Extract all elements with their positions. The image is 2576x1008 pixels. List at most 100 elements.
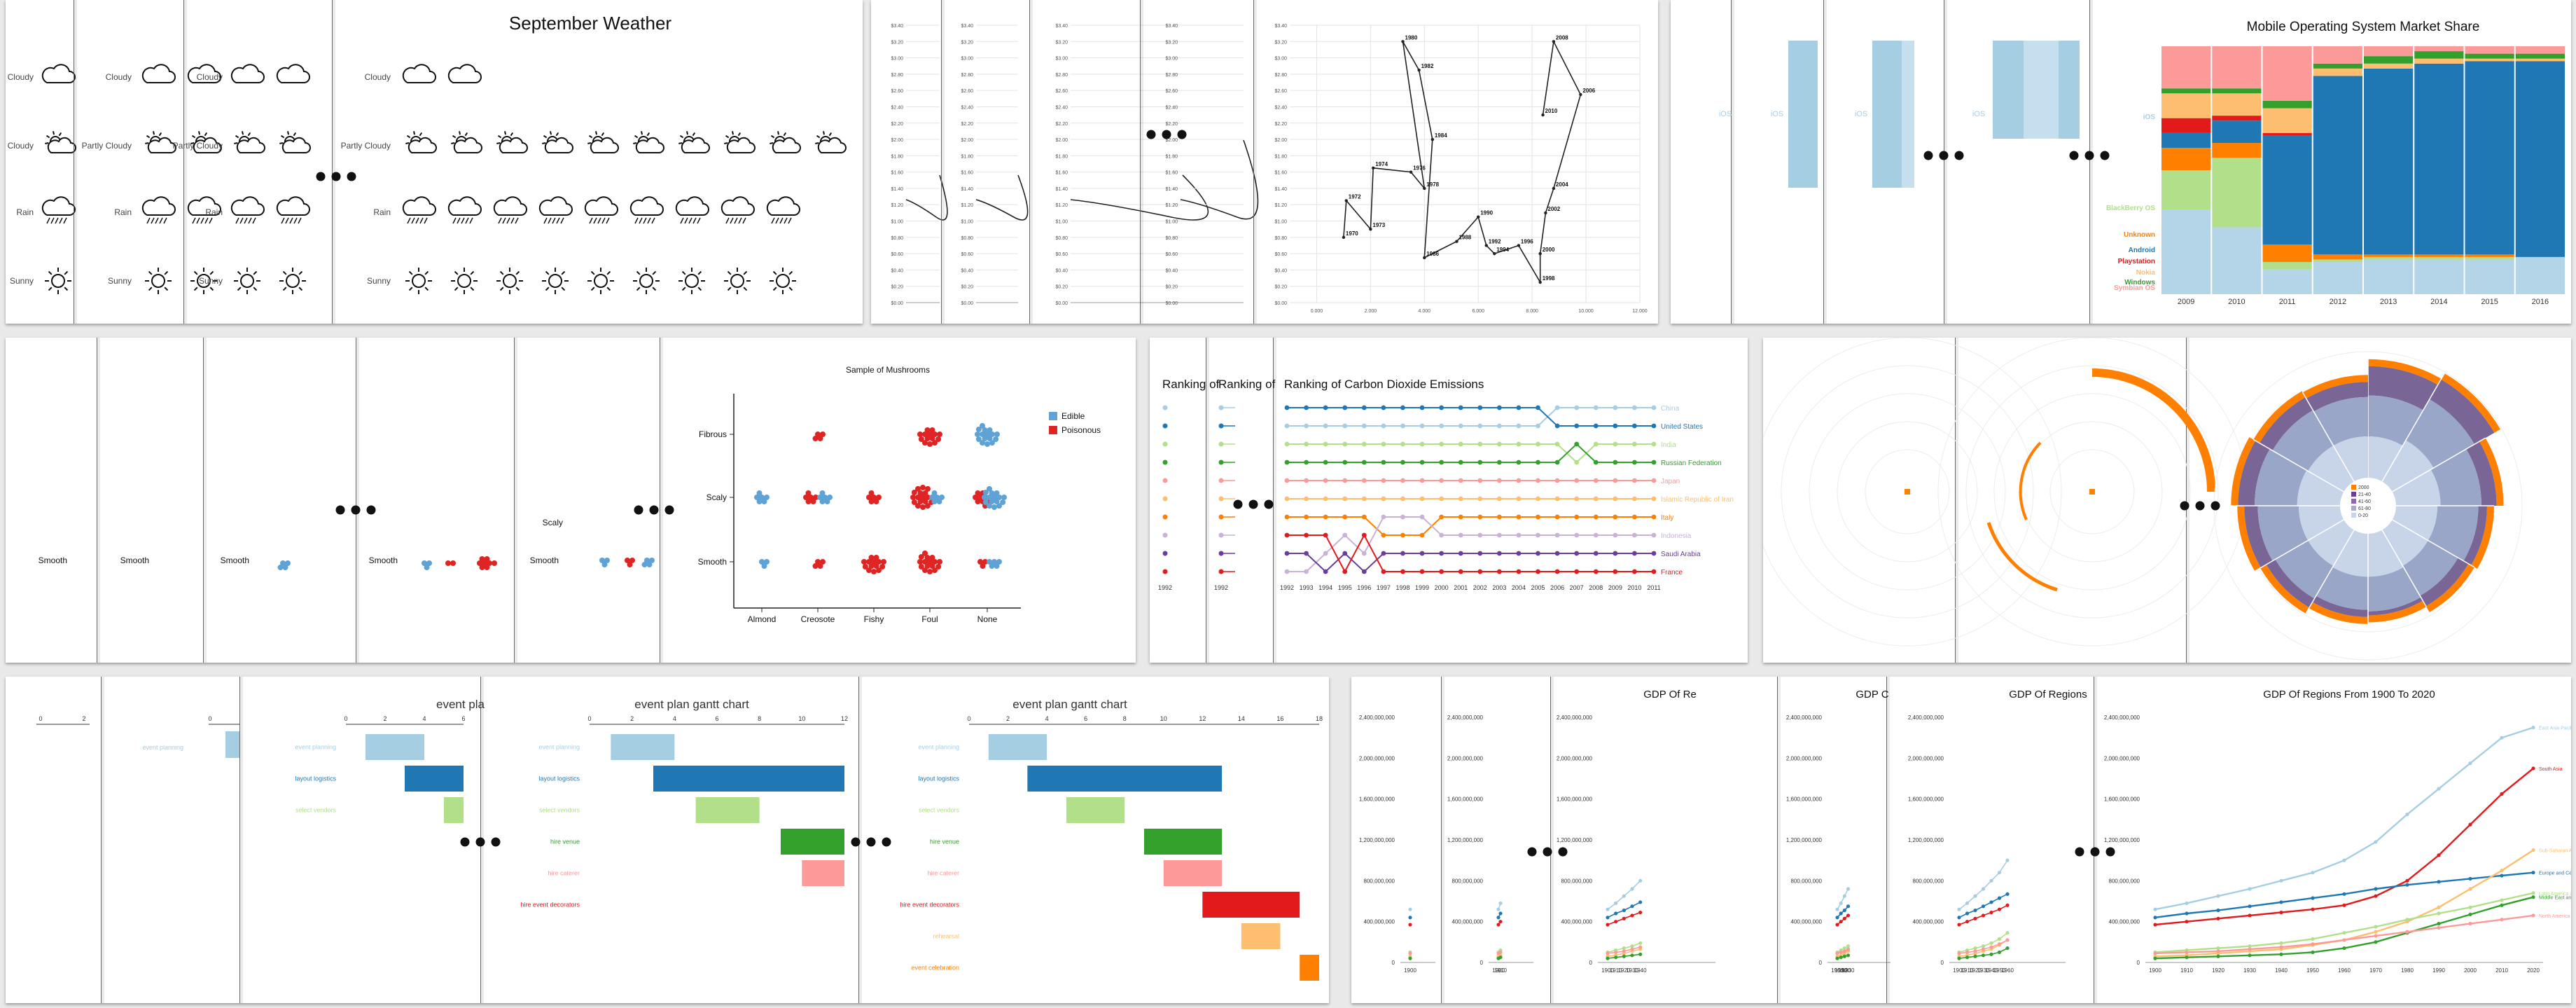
rain-drop [452, 217, 457, 224]
y-tick: 1,200,000,000 [1557, 837, 1593, 843]
rank-dot [1361, 441, 1367, 447]
row-label: Scaly [706, 492, 727, 502]
rank-dot [1381, 496, 1386, 502]
task-bar [1027, 766, 1223, 792]
y-tick: $0.60 [1274, 252, 1287, 257]
bar-segment [2262, 132, 2312, 136]
rank-dot [1323, 496, 1328, 502]
bar-segment [2333, 436, 2368, 482]
rank-dot [1439, 532, 1444, 538]
poisonous-dot [876, 495, 882, 500]
rank-dot [1574, 460, 1580, 465]
y-tick: $1.20 [961, 203, 973, 208]
y-tick: $1.00 [1055, 220, 1068, 225]
row-label: Partly Cloudy [173, 141, 223, 151]
data-point [1342, 235, 1346, 240]
sun-ray [646, 132, 650, 137]
bar-segment [2313, 76, 2362, 255]
row-label: Partly Cloudy [341, 141, 391, 151]
rank-dot [1554, 405, 1560, 410]
x-tick: Foul [921, 614, 938, 624]
edible-dot [817, 495, 823, 500]
cloud-part [635, 137, 664, 153]
poisonous-dot [924, 554, 931, 560]
x-tick: 12 [841, 715, 848, 722]
sun-ray [64, 286, 69, 291]
x-tick: 1992 [1214, 584, 1228, 591]
rank-dot [1381, 405, 1386, 410]
rain-drop [725, 217, 730, 224]
x-tick: 1900 [1831, 967, 1844, 974]
rank-dot [1162, 514, 1168, 520]
series-label: Latin America and Caribbean [2539, 892, 2571, 897]
rank-dot [1400, 532, 1405, 538]
x-tick: 1910 [1494, 967, 1507, 974]
frame-shadow [859, 677, 862, 1003]
series-label: Saudi Arabia [1661, 551, 1701, 558]
y-tick: 1,200,000,000 [1359, 837, 1395, 843]
cloud-icon [187, 64, 221, 83]
frame-shadow [1887, 677, 1890, 1003]
task-bar [1300, 955, 1319, 981]
sun-ray [164, 270, 169, 275]
poisonous-dot [817, 563, 823, 569]
sun-ray [550, 131, 552, 135]
edible-dot [827, 495, 833, 500]
chart-title: event plan gantt chart [1012, 698, 1127, 711]
bar-segment [2382, 520, 2428, 566]
frame-divider [1273, 338, 1274, 663]
series-line [2154, 914, 2534, 955]
rank-dot [1342, 551, 1348, 556]
rank-dot [1554, 423, 1560, 429]
data-point [1408, 907, 1412, 911]
sun-ray [497, 134, 502, 139]
ellipsis-dot [2090, 847, 2100, 857]
bar-segment [2212, 143, 2262, 158]
y-tick: $2.60 [1055, 89, 1068, 94]
y-tick: $0.40 [1165, 268, 1178, 273]
poisonous-dot [871, 495, 877, 500]
x-tick: 2000 [1435, 584, 1449, 591]
edible-dot [989, 563, 995, 569]
x-tick: 8 [758, 715, 761, 722]
cloud-icon [493, 196, 527, 216]
data-point [1455, 240, 1458, 243]
rank-dot [1361, 569, 1367, 574]
ellipsis-dot [2211, 501, 2220, 511]
legend-label: Windows [2124, 279, 2155, 286]
y-tick: 400,000,000 [1561, 919, 1593, 925]
segment-divider [2305, 505, 2369, 614]
poisonous-dot [922, 440, 928, 446]
rain-drop [597, 217, 601, 224]
sun-ray [45, 142, 49, 144]
frame-divider [1253, 0, 1254, 324]
poisonous-dot [927, 441, 933, 447]
series-line [2154, 892, 2534, 953]
y-tick: 1,600,000,000 [1359, 796, 1395, 803]
y-tick: 0 [1941, 960, 1944, 966]
bar-segment [2161, 132, 2211, 149]
x-tick: 2015 [2481, 298, 2498, 306]
series-line [1343, 39, 1582, 284]
x-tick: 1920 [1838, 967, 1851, 974]
poisonous-dot [925, 503, 931, 509]
x-tick: 4.000 [1419, 309, 1431, 314]
point-label: 1972 [1349, 193, 1361, 200]
rank-dot [1496, 460, 1502, 465]
bar-segment [2024, 41, 2059, 139]
sun-ray [590, 270, 595, 275]
y-tick: $1.40 [1055, 187, 1068, 192]
bar-segment [2465, 58, 2514, 62]
frame-divider [1441, 677, 1442, 1003]
bar-segment [2515, 53, 2565, 59]
rank-dot [1304, 532, 1309, 538]
sun-ray [282, 270, 287, 275]
ellipsis-dot [2195, 501, 2205, 511]
gdp-line-chart: 0 400,000,000 800,000,000 1,200,000,000 1,60… [1359, 677, 2571, 1003]
sun-ray [280, 134, 285, 139]
y-tick: 2,000,000,000 [1786, 755, 1823, 761]
rank-dot [1162, 496, 1168, 502]
y-tick: $2.20 [1274, 122, 1287, 127]
ellipsis-dot [2075, 847, 2084, 857]
ellipsis-dot [866, 837, 876, 847]
